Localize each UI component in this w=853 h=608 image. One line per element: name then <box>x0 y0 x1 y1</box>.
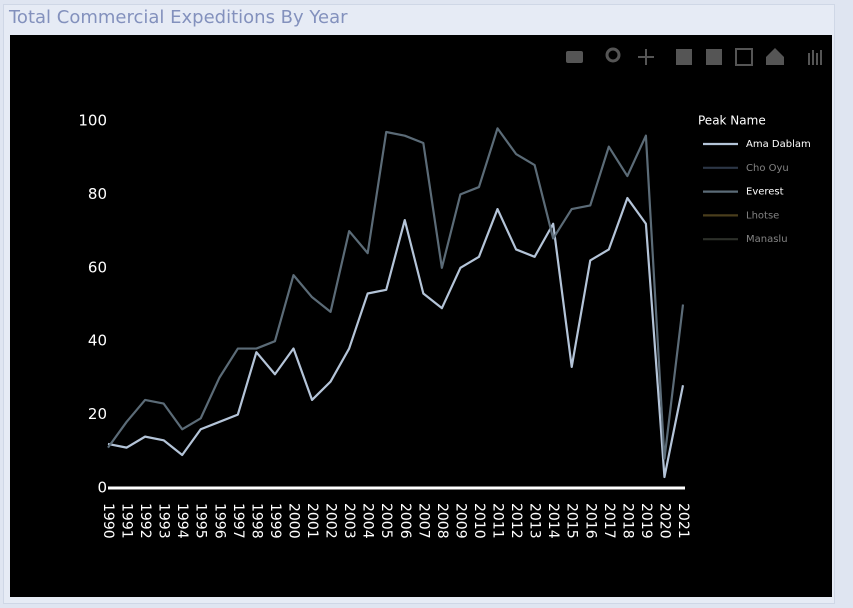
reset-icon[interactable] <box>766 48 784 65</box>
autoscale-icon[interactable] <box>735 48 753 66</box>
x-tick-label: 1990 <box>100 503 116 539</box>
x-tick-label: 2021 <box>675 503 691 539</box>
x-tick-label: 1993 <box>156 503 172 539</box>
x-tick-label: 1991 <box>119 503 135 539</box>
x-tick-label: 2012 <box>508 503 524 539</box>
x-tick-label: 2011 <box>490 503 506 539</box>
x-tick-label: 2017 <box>601 503 617 539</box>
x-tick-label: 2015 <box>564 503 580 539</box>
pan-icon[interactable] <box>638 49 654 65</box>
chart-title: Total Commercial Expeditions By Year <box>9 7 348 28</box>
x-tick-label: 2003 <box>341 503 357 539</box>
y-tick-label: 100 <box>78 112 107 130</box>
camera-icon[interactable] <box>566 51 583 63</box>
x-tick-label: 1996 <box>211 503 227 539</box>
zoom-in-icon[interactable] <box>676 49 692 65</box>
x-tick-label: 2005 <box>378 503 394 539</box>
legend-label: Everest <box>746 187 784 198</box>
legend-label: Ama Dablam <box>746 139 811 150</box>
x-tick-label: 1992 <box>137 503 153 539</box>
chart: 0 20 40 60 80 100 1990 1991 1992 1993 1994 1995 1996… <box>10 35 832 597</box>
x-tick-label: 2002 <box>323 503 339 539</box>
plotly-logo[interactable] <box>808 50 822 65</box>
x-tick-label: 2010 <box>471 503 487 539</box>
y-tick-label: 60 <box>88 258 107 276</box>
zoom-out-icon[interactable] <box>706 49 722 65</box>
x-tick-label: 1994 <box>174 503 190 539</box>
y-tick-label: 40 <box>88 332 107 350</box>
x-tick-label: 2013 <box>527 503 543 539</box>
y-tick-label: 20 <box>88 405 107 423</box>
x-tick-label: 2008 <box>434 503 450 539</box>
x-tick-label: 1998 <box>248 503 264 539</box>
series-line <box>107 196 685 479</box>
series-line <box>107 127 685 460</box>
x-tick-label: 2009 <box>452 503 468 539</box>
x-tick-label: 2004 <box>360 503 376 539</box>
chart-background <box>10 35 832 597</box>
x-tick-label: 2006 <box>397 503 413 539</box>
x-tick-label: 2020 <box>656 503 672 539</box>
y-tick-label: 0 <box>97 479 107 497</box>
x-tick-label: 2007 <box>415 503 431 539</box>
x-tick-label: 2000 <box>285 503 301 539</box>
toolbar <box>566 47 822 66</box>
x-tick-label: 2018 <box>619 503 635 539</box>
x-tick-label: 2016 <box>582 503 598 539</box>
zoom-icon[interactable] <box>605 47 621 63</box>
legend-label: Manaslu <box>746 234 788 245</box>
x-tick-label: 1997 <box>230 503 246 539</box>
legend-label: Cho Oyu <box>746 163 789 174</box>
x-tick-label: 2014 <box>545 503 561 539</box>
legend-label: Lhotse <box>746 210 779 221</box>
x-tick-label: 2001 <box>304 503 320 539</box>
legend-title: Peak Name <box>698 114 766 128</box>
x-tick-label: 1999 <box>267 503 283 539</box>
x-tick-label: 2019 <box>638 503 654 539</box>
x-tick-label: 1995 <box>193 503 209 539</box>
y-tick-label: 80 <box>88 185 107 203</box>
